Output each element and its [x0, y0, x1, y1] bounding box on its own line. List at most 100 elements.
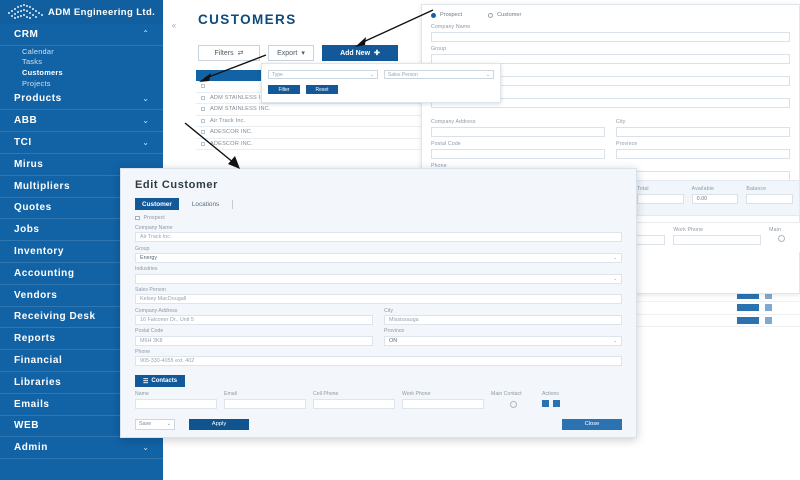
company-address-input[interactable] — [431, 126, 605, 137]
checkbox-icon[interactable] — [201, 95, 205, 100]
available-input[interactable]: 0.00 — [691, 193, 739, 204]
company-name-cell: ADM STAINLESS INC. — [210, 106, 271, 113]
sidebar-item-jobs[interactable]: Jobs — [0, 219, 163, 242]
sidebar-item-libraries[interactable]: Libraries — [0, 372, 163, 394]
postal-code-input[interactable] — [431, 148, 605, 159]
total-input[interactable] — [637, 193, 684, 204]
contact-work-phone-input[interactable] — [402, 398, 484, 409]
radio-prospect[interactable]: Prospect — [431, 12, 462, 18]
field-available: Available 0.00 — [691, 186, 739, 210]
apply-button[interactable]: Apply — [189, 418, 249, 430]
filter-apply-button[interactable]: Filter — [268, 85, 300, 94]
list-item[interactable] — [625, 302, 800, 315]
sidebar-item-products[interactable]: Products ⌄ — [0, 89, 163, 111]
filter-sales-person-select[interactable]: Sales Person ⌄ — [384, 70, 494, 79]
table-row[interactable]: ADM STAINLESS INC. — [196, 93, 446, 104]
sidebar-item-vendors[interactable]: Vendors — [0, 285, 163, 307]
sidebar-item-reports[interactable]: Reports — [0, 328, 163, 351]
city-input[interactable] — [616, 126, 790, 137]
prospect-checkbox-row[interactable]: Prospect — [135, 215, 622, 221]
field-label: City — [384, 307, 393, 314]
sales-person-input[interactable]: Kelsey MacDougall — [135, 294, 622, 305]
tab-customer[interactable]: Customer — [135, 198, 179, 210]
sidebar-item-quotes[interactable]: Quotes — [0, 198, 163, 220]
city-input[interactable]: Mississauga — [384, 314, 622, 325]
sidebar-item-admin[interactable]: Admin ⌄ — [0, 437, 163, 460]
field-label: Company Name — [135, 225, 173, 231]
filters-button[interactable]: Filters ⇄ — [198, 45, 260, 61]
sidebar-item-inventory[interactable]: Inventory — [0, 241, 163, 263]
work-phone-input[interactable] — [673, 234, 762, 245]
sidebar-item-accounting[interactable]: Accounting — [0, 263, 163, 285]
delete-icon[interactable] — [765, 291, 772, 299]
sidebar-subitem-customers[interactable]: Customers — [22, 68, 63, 78]
filter-reset-button[interactable]: Reset — [306, 85, 338, 94]
main-contact-radio[interactable] — [509, 400, 517, 408]
list-item[interactable] — [625, 290, 800, 302]
sidebar-item-multipliers[interactable]: Multipliers — [0, 176, 163, 198]
totals-strip: Total Available 0.00 Balance — [630, 180, 800, 216]
column-header: Actions — [542, 391, 560, 398]
tab-locations[interactable]: Locations — [191, 200, 220, 208]
checkbox-icon[interactable] — [201, 84, 205, 89]
filter-icon: ⇄ — [237, 50, 244, 57]
sidebar-item-emails[interactable]: Emails — [0, 394, 163, 416]
delete-icon[interactable] — [765, 316, 772, 324]
edit-icon[interactable] — [542, 399, 549, 407]
table-row[interactable]: ADESCOR INC. — [196, 139, 446, 150]
sidebar-item-tci[interactable]: TCI ⌄ — [0, 132, 163, 154]
sidebar-item-receiving-desk[interactable]: Receiving Desk — [0, 307, 163, 329]
sidebar-item-financial[interactable]: Financial — [0, 350, 163, 372]
list-item[interactable] — [625, 315, 800, 327]
table-row[interactable]: Air Track Inc. — [196, 116, 446, 127]
sidebar-subitem-projects[interactable]: Projects — [22, 78, 51, 88]
radio-customer[interactable]: Customer — [488, 12, 521, 18]
filter-type-select[interactable]: Type ⌄ — [268, 70, 378, 79]
company-name-input[interactable]: Air Track Inc. — [135, 232, 622, 243]
close-button[interactable]: Close — [562, 418, 622, 430]
add-new-button[interactable]: Add New ✚ — [322, 45, 398, 61]
main-contact-radio[interactable] — [778, 235, 786, 242]
chevron-down-icon: ⌄ — [613, 337, 617, 343]
field-sales-person: Sales Person Kelsey MacDougall — [135, 287, 622, 305]
delete-icon[interactable] — [765, 304, 772, 312]
checkbox-icon[interactable] — [201, 118, 205, 123]
delete-icon[interactable] — [553, 399, 560, 407]
checkbox-icon[interactable] — [201, 130, 205, 135]
contact-email-input[interactable] — [224, 398, 306, 409]
contacts-tab[interactable]: ☰ Contacts — [135, 375, 186, 388]
save-select[interactable]: Save ⌄ — [135, 418, 175, 430]
sidebar-item-mirus[interactable]: Mirus — [0, 154, 163, 176]
table-row[interactable]: ADM STAINLESS INC. — [196, 104, 446, 116]
company-name-input[interactable] — [431, 31, 790, 42]
row-action-button[interactable] — [737, 304, 759, 312]
phone-input[interactable]: 905-330-4055 ext. 402 — [135, 356, 622, 367]
checkbox-icon[interactable] — [201, 107, 205, 112]
balance-input[interactable] — [746, 193, 794, 204]
contact-cell-phone-input[interactable] — [313, 398, 395, 409]
postal-code-input[interactable]: M6H 3K8 — [135, 335, 373, 346]
sidebar-collapse-icon[interactable]: « — [163, 14, 185, 36]
province-input[interactable] — [616, 148, 790, 159]
sidebar-item-crm[interactable]: CRM ⌃ — [0, 24, 163, 46]
industries-select[interactable]: ⌄ — [135, 273, 622, 284]
group-input[interactable] — [431, 53, 790, 64]
field-label: City — [616, 119, 626, 125]
export-button[interactable]: Export ▾ — [268, 45, 314, 61]
group-select[interactable]: Energy ⌄ — [135, 252, 622, 263]
checkbox-icon[interactable] — [201, 141, 205, 146]
contact-name-input[interactable] — [135, 398, 217, 409]
company-address-input[interactable]: 16 Falconer Dr., Unit 5 — [135, 314, 373, 325]
sidebar-subitem-tasks[interactable]: Tasks — [22, 57, 43, 67]
table-row[interactable]: ADESCOR INC. — [196, 127, 446, 139]
field-value: M6H 3K8 — [140, 337, 163, 344]
row-action-button[interactable] — [737, 316, 759, 324]
field-label: Company Address — [135, 307, 178, 314]
toolbar: Filters ⇄ Export ▾ Add New ✚ — [198, 45, 398, 61]
sidebar-subitem-calendar[interactable]: Calendar — [22, 46, 54, 56]
row-action-button[interactable] — [737, 291, 759, 299]
sidebar-item-abb[interactable]: ABB ⌄ — [0, 110, 163, 133]
province-select[interactable]: ON ⌄ — [384, 335, 622, 346]
sidebar-nav: CRM ⌃ Calendar Tasks Customers Projects Produc… — [0, 24, 163, 460]
field-label: Sales Person — [135, 287, 166, 294]
